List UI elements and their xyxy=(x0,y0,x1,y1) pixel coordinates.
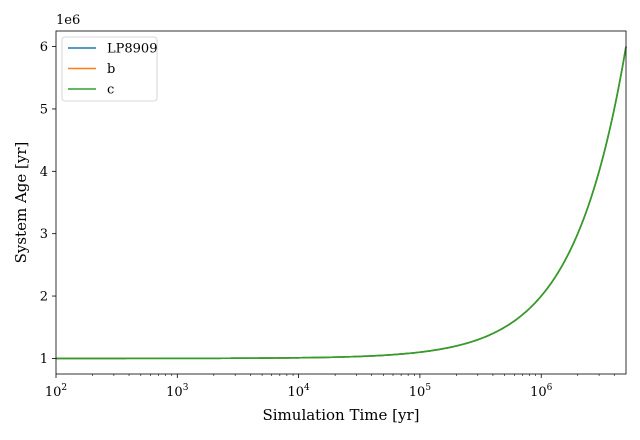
x-tick-label: 103 xyxy=(166,383,189,400)
x-tick-label: 105 xyxy=(409,383,432,400)
y-tick-label: 3 xyxy=(40,227,48,242)
legend-box xyxy=(61,36,158,102)
y-axis: 1 2 3 4 5 6 xyxy=(40,40,56,367)
y-tick-label: 5 xyxy=(40,102,48,117)
series-line-2 xyxy=(56,46,627,360)
legend-entry-label: b xyxy=(107,62,115,77)
y-tick-label: 1 xyxy=(40,352,48,367)
legend: LP8909 bc xyxy=(61,36,158,102)
y-tick-label: 6 xyxy=(40,40,48,55)
plot-area-frame xyxy=(55,30,627,375)
y-tick-label: 2 xyxy=(40,290,48,305)
x-tick-label: 104 xyxy=(287,383,310,400)
series-lines xyxy=(56,46,627,360)
legend-entry-label: LP8909 xyxy=(107,42,157,57)
y-axis-offset-label: 1e6 xyxy=(56,13,80,28)
x-tick-label: 102 xyxy=(45,383,67,400)
y-tick-label: 4 xyxy=(40,165,48,180)
x-axis-label: Simulation Time [yr] xyxy=(262,406,419,424)
x-tick-label: 106 xyxy=(530,383,553,400)
y-axis-label: System Age [yr] xyxy=(12,142,30,264)
legend-entry-label: c xyxy=(107,83,114,98)
x-axis: 102 103 104 105 106 xyxy=(45,374,615,400)
